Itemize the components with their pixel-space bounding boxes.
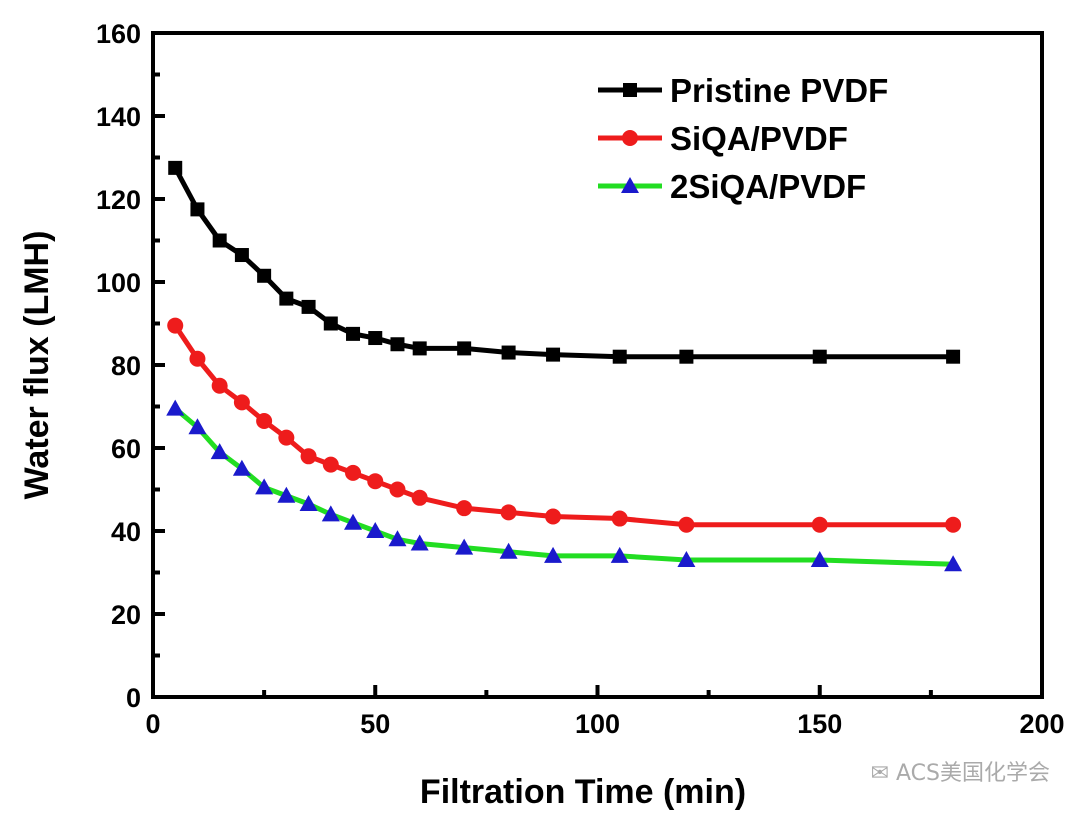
y-tick-label: 120	[96, 185, 141, 215]
data-point	[678, 516, 695, 533]
data-point	[611, 510, 628, 527]
legend-label: Pristine PVDF	[670, 72, 888, 109]
y-tick-label: 0	[126, 683, 141, 713]
data-point	[499, 542, 518, 559]
y-tick-label: 100	[96, 268, 141, 298]
data-point	[812, 349, 827, 364]
legend-marker	[622, 130, 638, 146]
x-axis-label: Filtration Time (min)	[420, 773, 746, 811]
x-tick-label: 50	[360, 709, 390, 739]
data-point	[610, 546, 629, 563]
data-point	[232, 459, 251, 476]
data-point	[321, 505, 340, 522]
data-point	[612, 349, 627, 364]
data-point	[545, 508, 562, 525]
wechat-icon: ✉	[870, 761, 896, 786]
series-circle: SiQA/PVDF	[167, 120, 962, 533]
data-point	[388, 530, 407, 547]
data-point	[346, 326, 361, 341]
y-tick-label: 60	[111, 434, 141, 464]
data-point	[212, 233, 227, 248]
series-square: Pristine PVDF	[168, 72, 961, 364]
y-tick-label: 80	[111, 351, 141, 381]
data-point	[278, 429, 295, 446]
plot-frame	[151, 31, 1044, 699]
data-point	[366, 522, 385, 538]
data-point	[456, 500, 473, 517]
data-point	[166, 399, 185, 416]
data-point	[190, 202, 205, 217]
data-point	[944, 555, 963, 572]
data-point	[412, 341, 427, 356]
data-point	[189, 350, 206, 367]
legend-marker	[623, 83, 637, 97]
data-point	[210, 443, 229, 460]
data-point	[679, 349, 694, 364]
data-point	[389, 481, 406, 498]
series-triangle: 2SiQA/PVDF	[166, 168, 963, 572]
data-point	[234, 248, 249, 263]
data-point	[168, 160, 183, 175]
data-point	[946, 349, 961, 364]
data-point	[390, 337, 405, 352]
data-point	[455, 538, 474, 555]
data-point	[457, 341, 472, 356]
data-point	[257, 268, 272, 283]
data-point	[501, 345, 516, 360]
y-tick-label: 140	[96, 102, 141, 132]
watermark: ✉ ACS美国化学会	[870, 761, 1050, 786]
data-point	[945, 516, 962, 533]
data-point	[544, 546, 563, 563]
data-point	[810, 551, 829, 568]
data-point	[188, 418, 207, 435]
y-tick-label: 40	[111, 517, 141, 547]
data-point	[299, 495, 318, 512]
data-point	[546, 347, 561, 362]
legend-label: SiQA/PVDF	[670, 120, 848, 157]
y-tick-label: 20	[111, 600, 141, 630]
data-point	[344, 513, 363, 530]
x-tick-label: 100	[575, 709, 620, 739]
data-point	[211, 377, 228, 394]
data-point	[368, 331, 383, 346]
data-point	[300, 448, 317, 465]
data-point	[301, 299, 316, 314]
y-axis-label: Water flux (LMH)	[18, 231, 56, 500]
data-point	[167, 317, 184, 334]
data-point	[255, 478, 274, 495]
data-point	[256, 413, 273, 430]
data-point	[277, 486, 296, 503]
data-point	[677, 551, 696, 568]
data-point	[367, 473, 384, 490]
y-tick-label: 160	[96, 19, 141, 49]
data-point	[279, 291, 294, 306]
x-tick-label: 150	[797, 709, 842, 739]
x-tick-label: 0	[145, 709, 160, 739]
data-point	[323, 316, 338, 331]
data-point	[500, 504, 517, 521]
data-point	[345, 464, 362, 481]
data-point	[410, 534, 429, 551]
legend-marker	[621, 177, 639, 193]
data-point	[233, 394, 250, 411]
x-tick-label: 200	[1019, 709, 1064, 739]
data-point	[322, 456, 339, 473]
data-point	[411, 489, 428, 506]
data-point	[811, 516, 828, 533]
legend-label: 2SiQA/PVDF	[670, 168, 866, 205]
